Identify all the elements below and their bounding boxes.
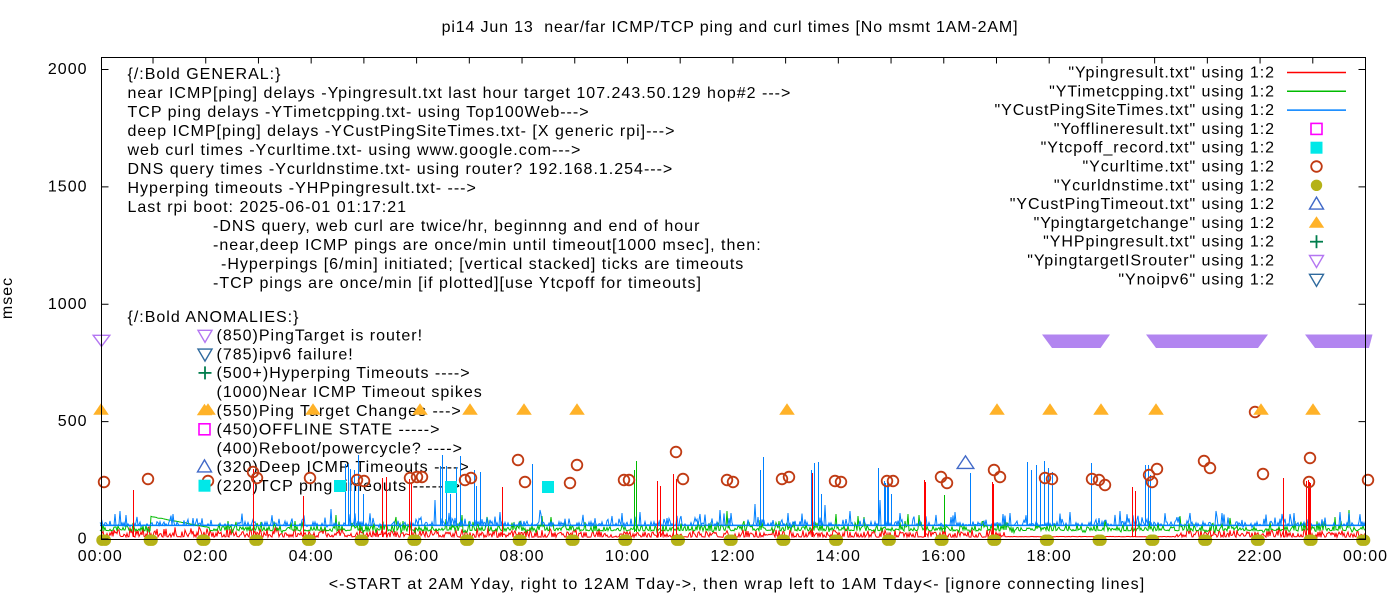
svg-text:"YCustPingSiteTimes.txt" using: "YCustPingSiteTimes.txt" using 1:2 bbox=[994, 102, 1275, 119]
svg-text:{/:Bold GENERAL:}: {/:Bold GENERAL:} bbox=[128, 66, 282, 83]
svg-text:-TCP pings are once/min [if pl: -TCP pings are once/min [if plotted][use… bbox=[213, 275, 702, 292]
svg-text:(500+)Hyperping Timeouts ---->: (500+)Hyperping Timeouts ----> bbox=[217, 365, 471, 382]
svg-text:"YTimetcpping.txt" using 1:2: "YTimetcpping.txt" using 1:2 bbox=[1049, 83, 1275, 100]
svg-text:16:00: 16:00 bbox=[921, 548, 966, 565]
svg-text:"YpingtargetISrouter" using 1:: "YpingtargetISrouter" using 1:2 bbox=[1027, 253, 1275, 270]
svg-text:"Ypingtargetchange" using 1:2: "Ypingtargetchange" using 1:2 bbox=[1034, 215, 1275, 232]
svg-text:(785)ipv6 failure!: (785)ipv6 failure! bbox=[217, 346, 354, 363]
svg-text:00:00: 00:00 bbox=[78, 548, 123, 565]
svg-text:10:00: 10:00 bbox=[605, 548, 650, 565]
svg-text:"Yofflineresult.txt" using 1:2: "Yofflineresult.txt" using 1:2 bbox=[1054, 121, 1275, 138]
svg-text:1000: 1000 bbox=[48, 296, 88, 313]
svg-text:0: 0 bbox=[78, 531, 88, 548]
svg-text:"Ycurldnstime.txt" using 1:2: "Ycurldnstime.txt" using 1:2 bbox=[1054, 177, 1275, 194]
svg-text:-near,deep ICMP pings are once: -near,deep ICMP pings are once/min until… bbox=[213, 237, 762, 254]
svg-text:(450)OFFLINE STATE ----->: (450)OFFLINE STATE -----> bbox=[217, 422, 441, 439]
svg-text:1500: 1500 bbox=[48, 178, 88, 195]
svg-text:web curl times -Ycurltime.txt-: web curl times -Ycurltime.txt- using www… bbox=[127, 142, 582, 159]
svg-text:(320)Deep ICMP Timeouts ---->: (320)Deep ICMP Timeouts ----> bbox=[217, 459, 470, 476]
svg-text:-DNS query, web curl are twice: -DNS query, web curl are twice/hr, begin… bbox=[213, 218, 700, 235]
svg-text:pi14 Jun 13 near/far ICMP/TCP: pi14 Jun 13 near/far ICMP/TCP ping and c… bbox=[442, 19, 1019, 36]
svg-text:"YCustPingTimeout.txt" using 1: "YCustPingTimeout.txt" using 1:2 bbox=[1010, 196, 1275, 213]
svg-text:(850)PingTarget is router!: (850)PingTarget is router! bbox=[217, 328, 424, 345]
svg-text:TCP ping delays -YTimetcpping.: TCP ping delays -YTimetcpping.txt- using… bbox=[128, 104, 590, 121]
svg-text:08:00: 08:00 bbox=[500, 548, 545, 565]
svg-text:02:00: 02:00 bbox=[183, 548, 228, 565]
svg-text:500: 500 bbox=[58, 413, 88, 430]
svg-text:"Ytcpoff_record.txt" using 1:2: "Ytcpoff_record.txt" using 1:2 bbox=[1041, 140, 1275, 157]
svg-text:msec: msec bbox=[0, 277, 16, 319]
svg-text:(1000)Near ICMP Timeout spikes: (1000)Near ICMP Timeout spikes bbox=[217, 384, 483, 401]
svg-text:(550)Ping Target Changes --->: (550)Ping Target Changes ---> bbox=[217, 403, 462, 420]
svg-text:(400)Reboot/powercycle? ---->: (400)Reboot/powercycle? ----> bbox=[217, 440, 463, 457]
svg-text:00:00: 00:00 bbox=[1343, 548, 1388, 565]
svg-text:DNS query times -Ycurldnstime.: DNS query times -Ycurldnstime.txt- using… bbox=[128, 161, 674, 178]
svg-text:12:00: 12:00 bbox=[710, 548, 755, 565]
svg-text:06:00: 06:00 bbox=[394, 548, 439, 565]
svg-text:20:00: 20:00 bbox=[1132, 548, 1177, 565]
svg-text:18:00: 18:00 bbox=[1027, 548, 1072, 565]
svg-text:{/:Bold ANOMALIES:}: {/:Bold ANOMALIES:} bbox=[128, 309, 300, 326]
svg-text:22:00: 22:00 bbox=[1238, 548, 1283, 565]
svg-text:-Hyperpings [6/min] initiated;: -Hyperpings [6/min] initiated; [vertical… bbox=[221, 256, 744, 273]
svg-text:Hyperping timeouts -YHPpingres: Hyperping timeouts -YHPpingresult.txt- -… bbox=[128, 180, 477, 197]
svg-text:<-START at 2AM Yday, right to: <-START at 2AM Yday, right to 12AM Tday-… bbox=[329, 576, 1146, 593]
svg-text:"Ycurltime.txt" using 1:2: "Ycurltime.txt" using 1:2 bbox=[1082, 159, 1275, 176]
svg-text:near ICMP[ping] delays -Ypingr: near ICMP[ping] delays -Ypingresult.txt … bbox=[128, 85, 792, 102]
svg-text:2000: 2000 bbox=[48, 61, 88, 78]
svg-text:deep ICMP[ping] delays -YCustP: deep ICMP[ping] delays -YCustPingSiteTim… bbox=[128, 123, 676, 140]
svg-text:"Ypingresult.txt" using 1:2: "Ypingresult.txt" using 1:2 bbox=[1068, 65, 1275, 82]
svg-text:Last rpi boot: 2025-06-01 01:1: Last rpi boot: 2025-06-01 01:17:21 bbox=[128, 199, 408, 216]
svg-text:04:00: 04:00 bbox=[289, 548, 334, 565]
svg-text:"YHPpingresult.txt" using 1:2: "YHPpingresult.txt" using 1:2 bbox=[1043, 234, 1275, 251]
svg-text:14:00: 14:00 bbox=[816, 548, 861, 565]
svg-text:"Ynoipv6" using 1:2: "Ynoipv6" using 1:2 bbox=[1118, 271, 1275, 288]
